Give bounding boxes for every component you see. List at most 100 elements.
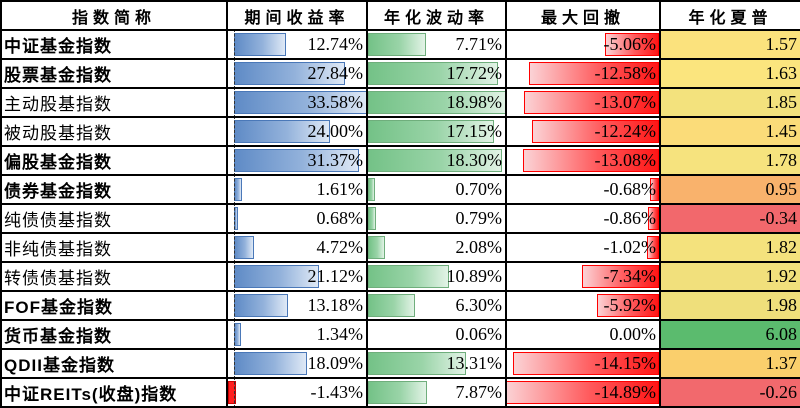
cell-value: 17.72%	[447, 63, 506, 83]
sharpe-cell: 1.98	[660, 291, 800, 320]
cell-value: 21.12%	[308, 266, 367, 286]
zero-axis-line	[234, 262, 235, 291]
cell-value: 18.98%	[447, 92, 506, 112]
cell-value: 1.57	[766, 34, 800, 54]
column-header-sharpe: 年化夏普	[660, 1, 800, 30]
period-return-cell: 13.18%	[227, 291, 367, 320]
cell-value: -12.24%	[595, 121, 660, 141]
cell-value: 1.34%	[317, 324, 367, 344]
column-header-period-return: 期间收益率	[227, 1, 367, 30]
return-databar	[234, 33, 286, 56]
volatility-cell: 18.98%	[367, 88, 506, 117]
cell-value: 17.15%	[447, 121, 506, 141]
sharpe-cell: 1.37	[660, 349, 800, 378]
cell-value: -13.08%	[595, 150, 660, 170]
max-drawdown-cell: -14.15%	[506, 349, 660, 378]
period-return-cell: 1.61%	[227, 175, 367, 204]
column-header-max-drawdown: 最大回撤	[506, 1, 660, 30]
volatility-cell: 7.87%	[367, 378, 506, 407]
index-name-cell: 转债债基指数	[1, 262, 227, 291]
return-databar	[234, 323, 241, 346]
volatility-databar	[368, 236, 385, 259]
volatility-cell: 0.79%	[367, 204, 506, 233]
sharpe-cell: -0.26	[660, 378, 800, 407]
zero-axis-line	[234, 146, 235, 175]
max-drawdown-cell: -5.06%	[506, 30, 660, 59]
cell-value: 18.30%	[447, 150, 506, 170]
column-header-volatility: 年化波动率	[367, 1, 506, 30]
cell-value: -1.02%	[604, 237, 660, 257]
index-name-cell: QDII基金指数	[1, 349, 227, 378]
zero-axis-line	[234, 233, 235, 262]
cell-value: 31.37%	[308, 150, 367, 170]
cell-value: 10.89%	[447, 266, 506, 286]
cell-value: 1.98	[766, 295, 800, 315]
sharpe-cell: 6.08	[660, 320, 800, 349]
cell-value: 7.71%	[456, 34, 506, 54]
cell-value: 7.87%	[456, 382, 506, 402]
cell-value: -0.86%	[604, 208, 660, 228]
volatility-cell: 6.30%	[367, 291, 506, 320]
max-drawdown-cell: -0.86%	[506, 204, 660, 233]
cell-value: -1.43%	[311, 382, 367, 402]
volatility-cell: 13.31%	[367, 349, 506, 378]
max-drawdown-cell: -7.34%	[506, 262, 660, 291]
cell-value: 6.30%	[456, 295, 506, 315]
cell-value: -7.34%	[604, 266, 660, 286]
max-drawdown-cell: -13.08%	[506, 146, 660, 175]
zero-axis-line	[234, 117, 235, 146]
cell-value: 18.09%	[308, 353, 367, 373]
index-name-cell: 中证REITs(收盘)指数	[1, 378, 227, 407]
max-drawdown-cell: -13.07%	[506, 88, 660, 117]
volatility-databar	[368, 207, 376, 230]
index-name-cell: 债券基金指数	[1, 175, 227, 204]
table-row: 转债债基指数 21.12% 10.89% -7.34% 1.92	[1, 262, 800, 291]
max-drawdown-cell: -14.89%	[506, 378, 660, 407]
volatility-cell: 17.72%	[367, 59, 506, 88]
sharpe-cell: 1.45	[660, 117, 800, 146]
period-return-cell: 18.09%	[227, 349, 367, 378]
max-drawdown-cell: -12.58%	[506, 59, 660, 88]
volatility-databar	[368, 294, 415, 317]
period-return-cell: 33.58%	[227, 88, 367, 117]
period-return-cell: 0.68%	[227, 204, 367, 233]
index-name-cell: 被动股基指数	[1, 117, 227, 146]
return-databar	[234, 294, 288, 317]
cell-value: 4.72%	[317, 237, 367, 257]
return-databar	[234, 236, 255, 259]
max-drawdown-cell: -1.02%	[506, 233, 660, 262]
column-header-index-name: 指数简称	[1, 1, 227, 30]
cell-value: 12.74%	[308, 34, 367, 54]
max-drawdown-cell: -0.68%	[506, 175, 660, 204]
zero-axis-line	[234, 59, 235, 88]
return-databar	[234, 178, 242, 201]
header-row: 指数简称 期间收益率 年化波动率 最大回撤 年化夏普	[1, 1, 800, 30]
index-name-cell: 偏股基金指数	[1, 146, 227, 175]
cell-value: 1.92	[766, 266, 800, 286]
cell-value: 0.06%	[456, 324, 506, 344]
index-name-cell: 货币基金指数	[1, 320, 227, 349]
max-drawdown-cell: -12.24%	[506, 117, 660, 146]
cell-value: -14.15%	[595, 353, 660, 373]
cell-value: 33.58%	[308, 92, 367, 112]
cell-value: 0.79%	[456, 208, 506, 228]
sharpe-cell: 1.82	[660, 233, 800, 262]
volatility-databar	[368, 33, 426, 56]
volatility-cell: 17.15%	[367, 117, 506, 146]
period-return-cell: 1.34%	[227, 320, 367, 349]
index-name-cell: FOF基金指数	[1, 291, 227, 320]
zero-axis-line	[234, 349, 235, 378]
cell-value: -5.92%	[604, 295, 660, 315]
return-databar	[234, 265, 319, 288]
sharpe-cell: 1.85	[660, 88, 800, 117]
cell-value: 1.37	[766, 353, 800, 373]
cell-value: 6.08	[766, 324, 800, 344]
volatility-databar	[368, 178, 375, 201]
index-name-cell: 主动股基指数	[1, 88, 227, 117]
cell-value: -12.58%	[595, 63, 660, 83]
